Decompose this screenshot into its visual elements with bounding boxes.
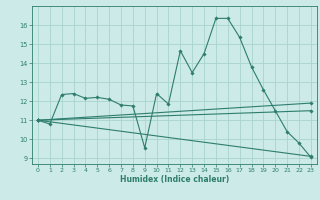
- X-axis label: Humidex (Indice chaleur): Humidex (Indice chaleur): [120, 175, 229, 184]
